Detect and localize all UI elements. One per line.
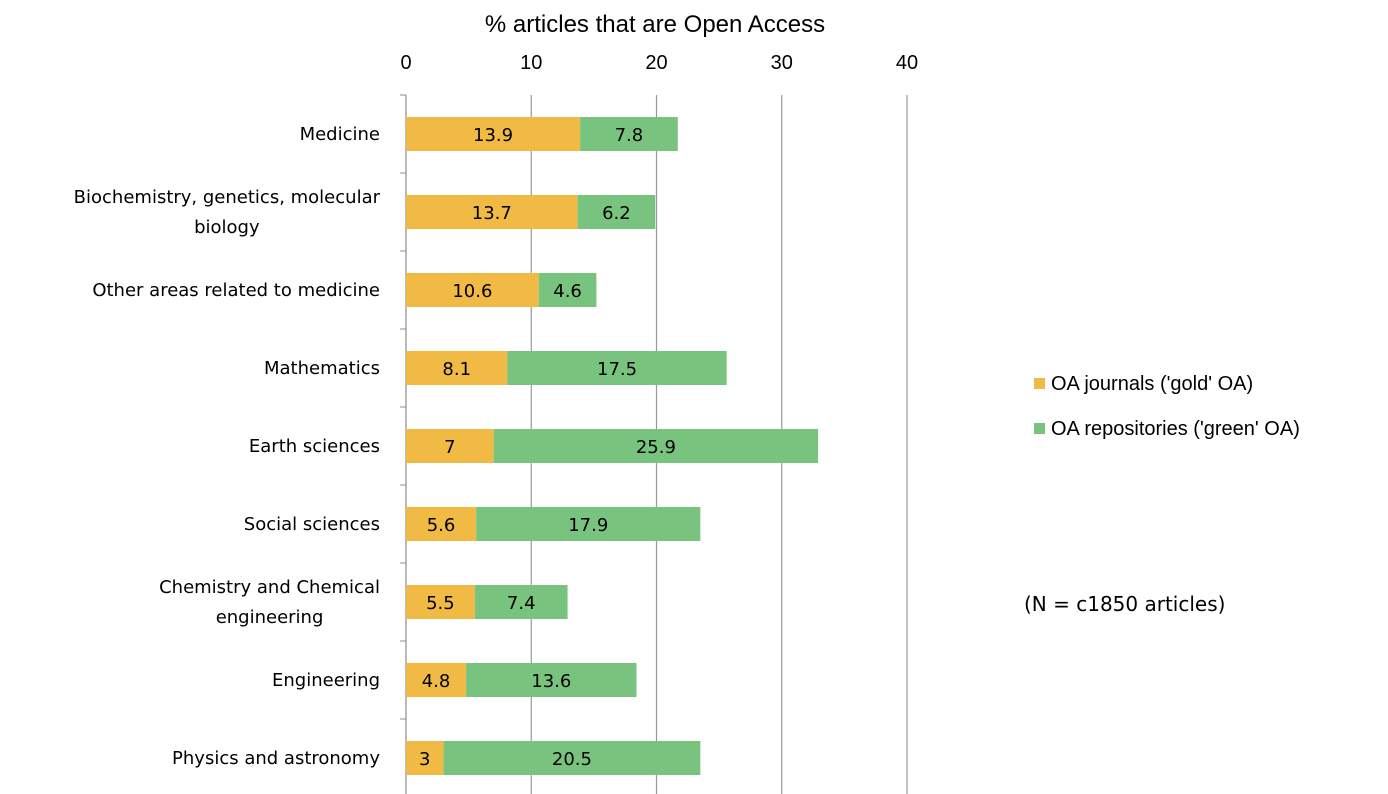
category-label: Social sciences (244, 514, 380, 535)
x-tick-label: 0 (400, 52, 411, 74)
chart-title: % articles that are Open Access (485, 11, 825, 38)
x-tick-label: 20 (645, 52, 667, 74)
data-label: 5.6 (427, 515, 456, 536)
category-label: Biochemistry, genetics, molecular (74, 187, 381, 208)
data-label: 8.1 (442, 359, 471, 380)
category-labels: Medicine Biochemistry, genetics, molecula… (74, 124, 381, 769)
x-tick-label: 30 (771, 52, 793, 74)
category-label: engineering (216, 607, 324, 628)
data-label: 25.9 (636, 437, 676, 458)
data-label: 13.9 (473, 125, 513, 146)
data-label: 7.4 (507, 593, 536, 614)
legend: OA journals ('gold' OA) OA repositories … (1034, 373, 1300, 440)
data-label: 10.6 (452, 281, 492, 302)
category-label: Engineering (272, 670, 380, 691)
data-label: 13.6 (531, 671, 571, 692)
category-label: Medicine (300, 124, 380, 145)
legend-swatch-gold (1034, 378, 1045, 389)
data-label: 5.5 (426, 593, 455, 614)
data-label: 7.8 (615, 125, 644, 146)
data-label: 3 (419, 749, 430, 770)
data-label: 7 (444, 437, 455, 458)
data-label: 17.5 (597, 359, 637, 380)
legend-swatch-green (1034, 423, 1045, 434)
category-label: Other areas related to medicine (92, 280, 380, 301)
x-tick-label: 10 (520, 52, 542, 74)
legend-label-green: OA repositories ('green' OA) (1051, 418, 1300, 440)
legend-label-gold: OA journals ('gold' OA) (1051, 373, 1253, 395)
category-label: Mathematics (264, 358, 380, 379)
category-label: Physics and astronomy (172, 748, 380, 769)
data-label: 4.8 (422, 671, 451, 692)
data-label: 20.5 (552, 749, 592, 770)
data-label: 17.9 (568, 515, 608, 536)
category-label: Chemistry and Chemical (159, 577, 380, 598)
x-axis-ticks: 0 10 20 30 40 (400, 52, 918, 74)
data-label: 13.7 (472, 203, 512, 224)
category-label: Earth sciences (249, 436, 380, 457)
sample-size-note: (N = c1850 articles) (1024, 592, 1225, 616)
x-tick-label: 40 (896, 52, 918, 74)
category-label: biology (194, 217, 260, 238)
data-label: 4.6 (553, 281, 582, 302)
data-label: 6.2 (602, 203, 631, 224)
